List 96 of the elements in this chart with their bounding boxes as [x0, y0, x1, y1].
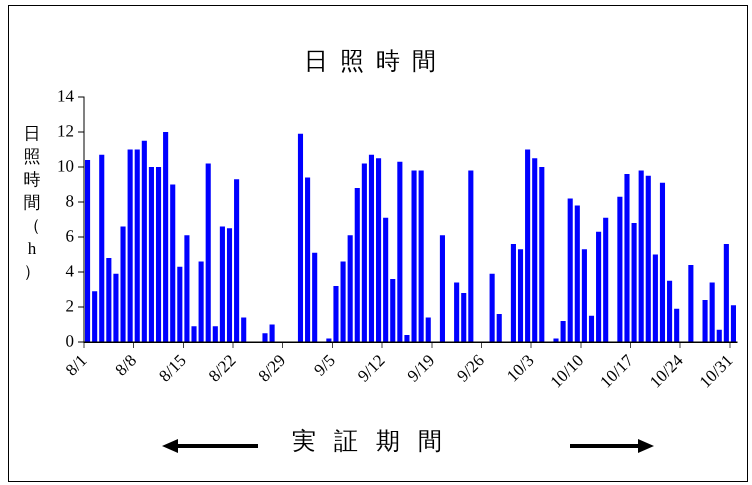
- bar: [440, 235, 445, 342]
- bar: [113, 274, 118, 342]
- bar: [461, 293, 466, 342]
- y-tick-label: 14: [57, 86, 74, 106]
- bar: [234, 179, 240, 342]
- bar: [411, 170, 417, 342]
- bar: [368, 154, 374, 342]
- bar: [120, 226, 126, 342]
- bar: [383, 218, 388, 342]
- bar: [376, 158, 382, 342]
- bar: [510, 244, 516, 342]
- bar: [560, 321, 566, 342]
- bar: [532, 158, 538, 342]
- y-tick-label: 12: [57, 121, 74, 140]
- bar: [582, 249, 587, 342]
- y-tick-label: 10: [57, 156, 74, 176]
- bar: [128, 150, 133, 342]
- bar: [220, 226, 225, 342]
- y-tick-label: 4: [66, 261, 74, 280]
- bar: [99, 154, 104, 342]
- bar: [305, 178, 310, 342]
- bar: [724, 244, 729, 342]
- bar: [539, 167, 544, 342]
- bar: [674, 308, 680, 342]
- bar: [397, 162, 402, 342]
- chart-title: 日照時間: [303, 48, 449, 77]
- bar: [596, 232, 602, 342]
- bar: [525, 150, 530, 342]
- bar: [134, 150, 140, 342]
- bar: [617, 196, 622, 342]
- x-tick-label: 8/8: [111, 350, 140, 380]
- bar: [518, 249, 524, 342]
- bar: [454, 282, 460, 342]
- bar: [191, 326, 197, 342]
- bar: [170, 184, 176, 342]
- bar: [646, 176, 651, 342]
- x-tick-label: 8/15: [155, 350, 190, 386]
- bar: [340, 262, 346, 342]
- y-axis-title: 日照時間（h）: [22, 123, 42, 283]
- bar: [163, 132, 168, 342]
- bar: [354, 188, 360, 342]
- bar: [348, 235, 353, 342]
- bar: [270, 324, 275, 342]
- bar: [262, 333, 268, 342]
- y-tick-label: 8: [66, 191, 74, 210]
- bar: [212, 326, 218, 342]
- x-tick-label: 8/1: [62, 350, 91, 380]
- bar: [312, 252, 318, 342]
- x-tick-label: 8/22: [204, 350, 240, 386]
- bar: [603, 218, 608, 342]
- x-tick-label: 10/3: [502, 350, 538, 386]
- bar: [426, 318, 431, 342]
- bar: [177, 266, 182, 342]
- bar: [106, 258, 112, 342]
- bar: [588, 316, 594, 342]
- bar: [333, 286, 339, 342]
- bar: [490, 274, 495, 342]
- x-tick-label: 8/29: [254, 350, 290, 386]
- bar: [198, 262, 204, 342]
- bar: [298, 134, 304, 342]
- bar: [652, 254, 658, 342]
- y-tick-label: 2: [66, 296, 74, 316]
- x-tick-label: 9/12: [354, 350, 389, 386]
- bar: [84, 160, 90, 342]
- bar: [226, 228, 232, 342]
- bar: [326, 338, 332, 342]
- bar: [148, 167, 154, 342]
- x-tick-label: 9/26: [453, 350, 488, 386]
- bar: [702, 300, 708, 342]
- bar: [418, 170, 424, 342]
- bar: [632, 223, 637, 342]
- x-axis-title: 実証期間: [291, 428, 461, 457]
- bar: [688, 265, 694, 342]
- bar: [142, 140, 147, 342]
- bar: [496, 314, 502, 342]
- bar: [92, 291, 98, 342]
- bar: [667, 280, 672, 342]
- bar: [206, 164, 211, 342]
- y-tick-label: 6: [66, 226, 74, 246]
- bar: [638, 170, 644, 342]
- bar: [468, 170, 474, 342]
- bar: [553, 338, 559, 342]
- bar: [660, 182, 666, 342]
- bar: [624, 174, 630, 342]
- y-tick-label: 0: [66, 331, 74, 350]
- bar: [362, 164, 367, 342]
- bar: [390, 279, 396, 342]
- bar: [730, 305, 736, 342]
- bar: [404, 335, 410, 342]
- bar: [716, 330, 722, 342]
- bar: [184, 235, 190, 342]
- bar: [241, 318, 246, 342]
- x-tick-label: 9/5: [310, 350, 339, 380]
- bar: [156, 167, 162, 342]
- x-tick-label: 9/19: [404, 350, 438, 386]
- bar: [710, 282, 715, 342]
